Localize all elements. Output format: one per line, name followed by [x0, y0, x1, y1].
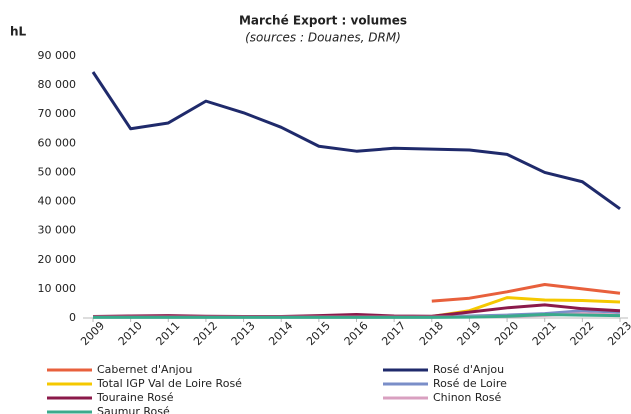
series-line	[93, 313, 621, 319]
legend-label: Rosé de Loire	[433, 377, 507, 390]
legend-label: Touraine Rosé	[96, 391, 174, 404]
y-tick-label: 30 000	[38, 224, 77, 237]
y-axis-label: hL	[10, 25, 27, 39]
legend-label: Cabernet d'Anjou	[97, 363, 192, 376]
y-tick-label: 50 000	[38, 165, 77, 178]
chart-subtitle: (sources : Douanes, DRM)	[245, 31, 401, 45]
legend-label: Chinon Rosé	[433, 391, 501, 404]
y-tick-label: 90 000	[38, 49, 77, 62]
y-tick-label: 70 000	[38, 107, 77, 120]
series-line	[431, 283, 621, 303]
y-tick-label: 80 000	[38, 78, 77, 91]
series-line	[91, 71, 621, 211]
y-tick-label: 40 000	[38, 195, 77, 208]
legend-label: Saumur Rosé	[97, 405, 170, 414]
y-tick-label: 20 000	[38, 253, 77, 266]
legend-label: Total IGP Val de Loire Rosé	[96, 377, 242, 390]
y-tick-label: 60 000	[38, 136, 77, 149]
legend-label: Rosé d'Anjou	[433, 363, 504, 376]
y-tick-label: 0	[69, 311, 76, 324]
y-tick-label: 10 000	[38, 282, 77, 295]
chart-title: Marché Export : volumes	[239, 14, 407, 28]
